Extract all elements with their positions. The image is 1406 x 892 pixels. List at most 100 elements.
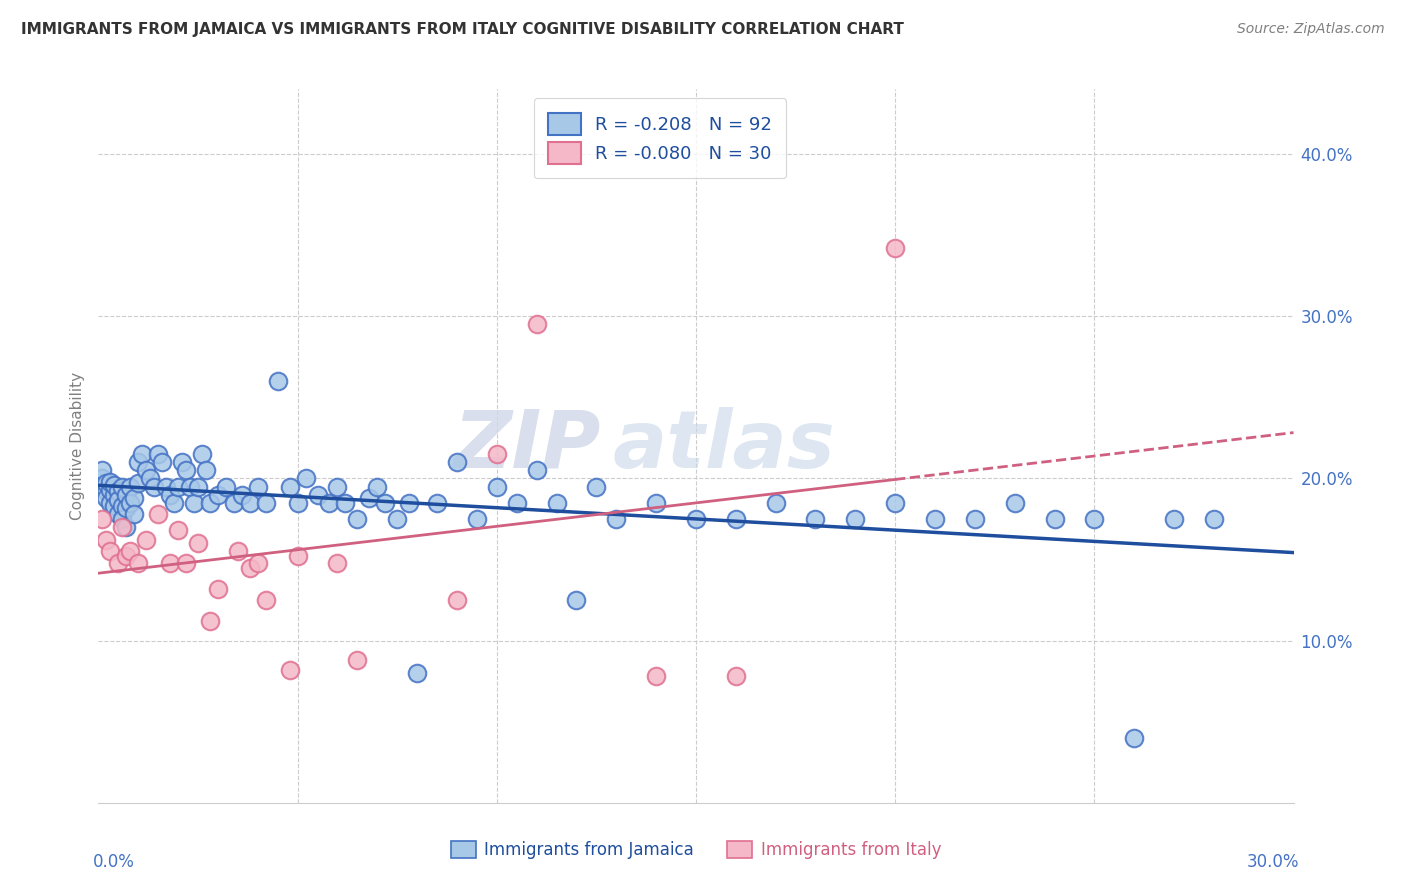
Point — [335, 496, 357, 510]
Point — [222, 496, 245, 510]
Point — [96, 484, 118, 499]
Point — [174, 463, 197, 477]
Point — [107, 507, 129, 521]
Point — [366, 479, 388, 493]
Point — [287, 549, 309, 564]
Point — [103, 488, 125, 502]
Point — [100, 544, 122, 558]
Point — [246, 556, 269, 570]
Point — [346, 512, 368, 526]
Point — [724, 512, 747, 526]
Point — [1083, 512, 1105, 526]
Point — [546, 496, 568, 510]
Point — [127, 455, 149, 469]
Point — [96, 491, 118, 505]
Text: Source: ZipAtlas.com: Source: ZipAtlas.com — [1237, 22, 1385, 37]
Point — [585, 479, 607, 493]
Point — [254, 593, 277, 607]
Point — [172, 455, 194, 469]
Point — [135, 463, 157, 477]
Point — [526, 318, 548, 332]
Point — [111, 512, 134, 526]
Point — [645, 496, 668, 510]
Point — [278, 663, 301, 677]
Point — [605, 512, 627, 526]
Point — [131, 447, 153, 461]
Point — [107, 484, 129, 499]
Point — [191, 447, 214, 461]
Point — [207, 488, 229, 502]
Point — [150, 455, 173, 469]
Point — [724, 669, 747, 683]
Point — [884, 496, 907, 510]
Point — [96, 533, 118, 547]
Point — [148, 507, 170, 521]
Point — [159, 488, 181, 502]
Point — [198, 496, 221, 510]
Point — [446, 455, 468, 469]
Point — [506, 496, 529, 510]
Point — [124, 507, 146, 521]
Point — [231, 488, 253, 502]
Point — [804, 512, 827, 526]
Point — [326, 479, 349, 493]
Point — [91, 479, 114, 493]
Point — [195, 463, 218, 477]
Text: ZIP: ZIP — [453, 407, 600, 485]
Point — [155, 479, 177, 493]
Point — [385, 512, 409, 526]
Point — [465, 512, 488, 526]
Point — [107, 556, 129, 570]
Point — [115, 500, 138, 515]
Point — [115, 488, 138, 502]
Point — [107, 492, 129, 507]
Point — [111, 520, 134, 534]
Point — [100, 496, 122, 510]
Point — [278, 479, 301, 493]
Point — [924, 512, 946, 526]
Point — [187, 536, 209, 550]
Point — [127, 476, 149, 491]
Point — [120, 496, 142, 510]
Point — [111, 499, 134, 513]
Point — [103, 499, 125, 513]
Point — [135, 533, 157, 547]
Point — [346, 653, 368, 667]
Point — [1202, 512, 1225, 526]
Point — [239, 560, 262, 574]
Point — [326, 556, 349, 570]
Point — [565, 593, 588, 607]
Point — [100, 483, 122, 497]
Point — [1163, 512, 1185, 526]
Point — [187, 479, 209, 493]
Point — [485, 479, 508, 493]
Point — [359, 491, 381, 505]
Point — [239, 496, 262, 510]
Text: 0.0%: 0.0% — [93, 853, 135, 871]
Point — [1043, 512, 1066, 526]
Point — [115, 549, 138, 564]
Point — [884, 241, 907, 255]
Point — [963, 512, 986, 526]
Y-axis label: Cognitive Disability: Cognitive Disability — [69, 372, 84, 520]
Point — [115, 520, 138, 534]
Point — [120, 544, 142, 558]
Point — [143, 479, 166, 493]
Text: IMMIGRANTS FROM JAMAICA VS IMMIGRANTS FROM ITALY COGNITIVE DISABILITY CORRELATIO: IMMIGRANTS FROM JAMAICA VS IMMIGRANTS FR… — [21, 22, 904, 37]
Point — [765, 496, 787, 510]
Point — [446, 593, 468, 607]
Point — [148, 447, 170, 461]
Point — [207, 582, 229, 596]
Point — [91, 512, 114, 526]
Point — [426, 496, 449, 510]
Point — [100, 475, 122, 489]
Point — [167, 479, 190, 493]
Point — [844, 512, 866, 526]
Point — [120, 479, 142, 493]
Point — [685, 512, 707, 526]
Point — [103, 478, 125, 492]
Point — [183, 496, 205, 510]
Text: atlas: atlas — [613, 407, 835, 485]
Point — [294, 471, 316, 485]
Point — [179, 479, 201, 493]
